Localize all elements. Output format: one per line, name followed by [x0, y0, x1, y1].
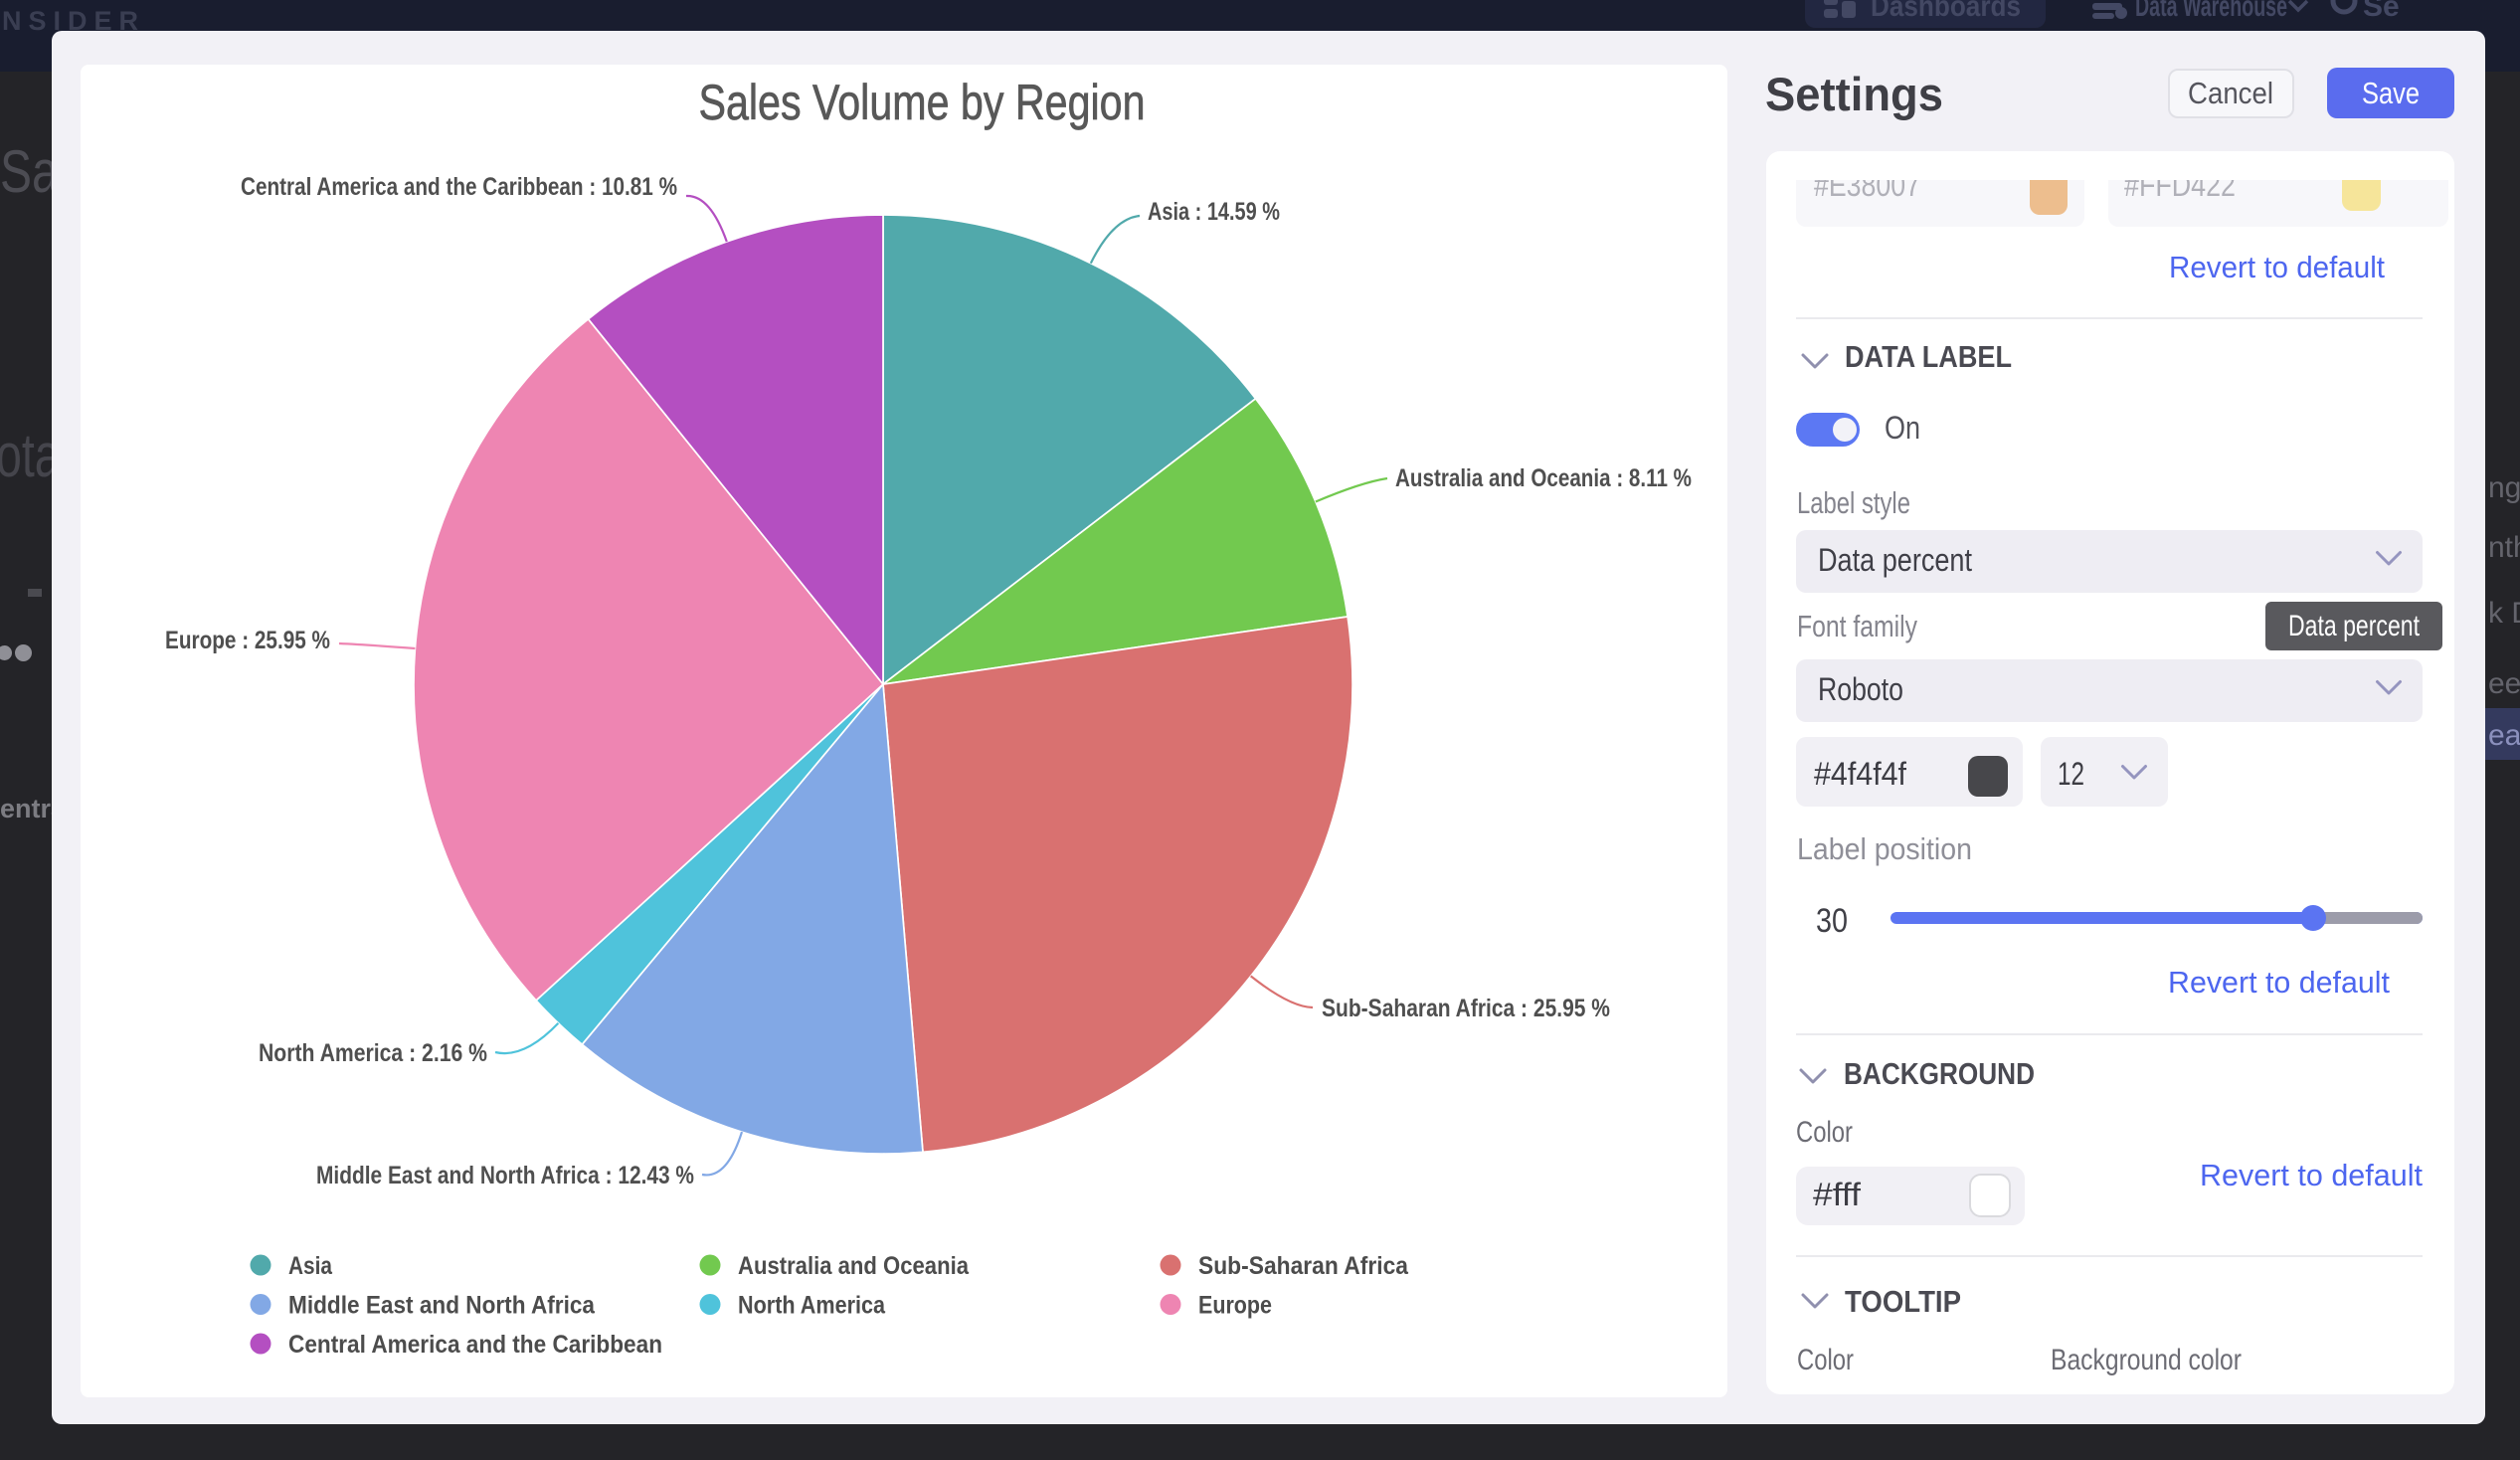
svg-text:Data percent: Data percent: [1818, 542, 1972, 578]
svg-text:North America : 2.16 %: North America : 2.16 %: [259, 1039, 487, 1067]
svg-text:Asia : 14.59 %: Asia : 14.59 %: [1148, 198, 1280, 226]
svg-text:TOOLTIP: TOOLTIP: [1845, 1284, 1961, 1319]
svg-text:Sub-Saharan Africa: Sub-Saharan Africa: [1198, 1252, 1409, 1280]
svg-text:#E38007: #E38007: [1814, 167, 1920, 203]
svg-text:Australia and Oceania : 8.11 %: Australia and Oceania : 8.11 %: [1395, 464, 1692, 492]
svg-text:Sub-Saharan Africa : 25.95 %: Sub-Saharan Africa : 25.95 %: [1322, 995, 1610, 1022]
svg-text:Central America and the Caribb: Central America and the Caribbean: [288, 1331, 662, 1359]
svg-text:Se: Se: [2363, 0, 2400, 23]
svg-text:Central America and the Caribb: Central America and the Caribbean : 10.8…: [241, 173, 677, 201]
svg-text:Dashboards: Dashboards: [1871, 0, 2021, 23]
svg-text:Save: Save: [2362, 76, 2420, 110]
svg-text:#fff: #fff: [1813, 1177, 1861, 1212]
svg-text:DATA LABEL: DATA LABEL: [1845, 339, 2012, 374]
svg-text:Data Warehouse: Data Warehouse: [2135, 0, 2287, 23]
svg-text:30: 30: [1816, 902, 1848, 940]
svg-text:Label style: Label style: [1797, 485, 1910, 520]
svg-text:Europe : 25.95 %: Europe : 25.95 %: [165, 627, 330, 654]
svg-text:Revert to default: Revert to default: [2168, 965, 2390, 1000]
svg-text:Color: Color: [1797, 1344, 1854, 1376]
svg-text:Asia: Asia: [288, 1252, 333, 1280]
svg-text:Font family: Font family: [1797, 609, 1917, 643]
svg-text:Color: Color: [1796, 1116, 1853, 1149]
svg-text:Background color: Background color: [2051, 1344, 2242, 1376]
svg-text:Revert to default: Revert to default: [2169, 250, 2385, 284]
svg-text:BACKGROUND: BACKGROUND: [1844, 1056, 2035, 1091]
svg-text:Revert to default: Revert to default: [2200, 1158, 2423, 1192]
svg-text:Label position: Label position: [1797, 831, 1972, 866]
svg-text:North America: North America: [738, 1292, 886, 1320]
svg-text:Australia and Oceania: Australia and Oceania: [738, 1252, 970, 1280]
svg-text:Sales Volume by Region: Sales Volume by Region: [699, 75, 1146, 130]
svg-text:Middle East and North Africa :: Middle East and North Africa : 12.43 %: [316, 1162, 694, 1189]
svg-text:Roboto: Roboto: [1818, 671, 1903, 707]
svg-text:Data percent: Data percent: [2288, 610, 2421, 642]
svg-text:12: 12: [2058, 756, 2084, 792]
svg-text:Cancel: Cancel: [2188, 76, 2273, 110]
svg-text:Europe: Europe: [1198, 1292, 1272, 1320]
svg-text:On: On: [1885, 410, 1920, 446]
svg-text:Settings: Settings: [1765, 68, 1943, 120]
svg-text:Middle East and North Africa: Middle East and North Africa: [288, 1292, 596, 1320]
svg-text:#4f4f4f: #4f4f4f: [1814, 756, 1906, 792]
svg-text:#FFD422: #FFD422: [2124, 167, 2236, 203]
